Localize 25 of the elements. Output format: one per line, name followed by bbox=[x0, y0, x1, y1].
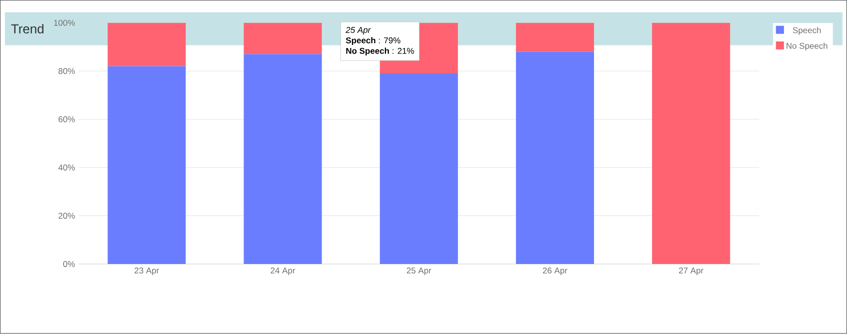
x-tick-label: 27 Apr bbox=[679, 268, 704, 276]
y-tick-label: 40% bbox=[58, 164, 75, 171]
bar bbox=[516, 52, 594, 264]
bar bbox=[108, 23, 186, 66]
x-tick-label: 25 Apr bbox=[406, 268, 432, 276]
annotation: 25 Apr bbox=[346, 27, 371, 35]
bar bbox=[516, 23, 594, 52]
legend-label: No Speech bbox=[786, 42, 828, 51]
annotation: Speech : 79% bbox=[346, 37, 400, 46]
bar bbox=[244, 54, 322, 264]
bar bbox=[380, 74, 458, 264]
bar bbox=[108, 66, 186, 264]
y-tick-label: 100% bbox=[54, 20, 75, 26]
legend-label: Speech bbox=[792, 27, 821, 36]
y-tick-label: 0% bbox=[63, 261, 75, 268]
annotation: No Speech : 21% bbox=[346, 48, 414, 56]
x-tick-label: 26 Apr bbox=[542, 268, 568, 276]
y-tick-label: 20% bbox=[58, 212, 75, 219]
chart-title: Trend bbox=[11, 24, 44, 34]
y-tick-label: 60% bbox=[58, 116, 75, 122]
y-tick-label: 80% bbox=[58, 68, 75, 74]
x-tick-label: 23 Apr bbox=[134, 268, 160, 276]
bar bbox=[652, 23, 730, 264]
x-tick-label: 24 Apr bbox=[270, 268, 296, 276]
bar bbox=[244, 23, 322, 54]
